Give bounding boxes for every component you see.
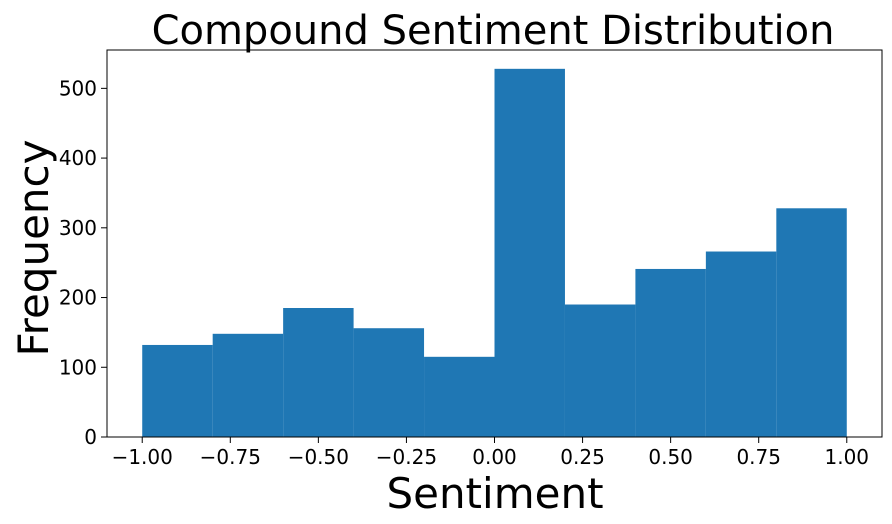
y-axis-label: Frequency [9, 140, 58, 357]
y-tick-label: 400 [59, 146, 97, 170]
y-tick-label: 200 [59, 286, 97, 310]
chart-title: Compound Sentiment Distribution [152, 8, 835, 54]
histogram-bar [705, 251, 777, 437]
x-tick-label: −0.50 [288, 445, 349, 469]
histogram-bar [564, 304, 636, 437]
y-tick-label: 100 [59, 355, 97, 379]
axes-group: −1.00 −0.75 −0.50 −0.25 0.00 0.25 0.50 0.75 1.00… [59, 49, 883, 469]
x-tick-label: 1.00 [825, 445, 870, 469]
histogram-bar [424, 356, 495, 437]
histogram-bar [212, 333, 284, 437]
x-tick-label: −1.00 [112, 445, 173, 469]
x-axis-label: Sentiment [386, 469, 603, 518]
y-tick-label: 500 [59, 76, 97, 100]
x-tick-label: 0.50 [648, 445, 693, 469]
x-tick-label: 0.00 [472, 445, 517, 469]
histogram-bar [142, 344, 213, 437]
histogram-bar [283, 308, 354, 437]
x-tick-label: −0.25 [376, 445, 437, 469]
histogram-bar [353, 328, 425, 437]
histogram-bar [494, 68, 565, 437]
y-tick-label: 0 [84, 425, 97, 449]
x-tick-label: −0.75 [200, 445, 261, 469]
y-tick-label: 300 [59, 216, 97, 240]
histogram-bar [635, 268, 706, 437]
histogram-bar [776, 208, 847, 437]
x-tick-label: 0.75 [736, 445, 781, 469]
bars-group [142, 68, 847, 437]
x-tick-label: 0.25 [560, 445, 605, 469]
